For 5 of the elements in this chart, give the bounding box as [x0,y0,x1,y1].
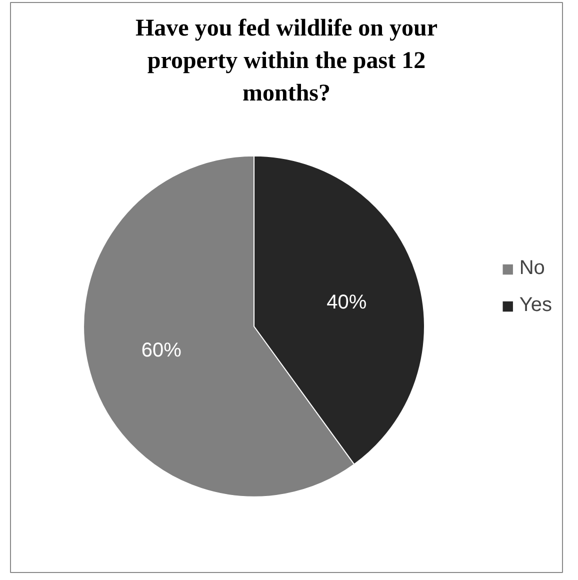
legend-label: No [519,257,545,280]
chart-title: Have you fed wildlife on your property within the past 12 months? [136,15,438,106]
legend-label: Yes [519,294,552,317]
data-label: 60% [141,339,182,362]
data-label: 40% [326,291,367,314]
